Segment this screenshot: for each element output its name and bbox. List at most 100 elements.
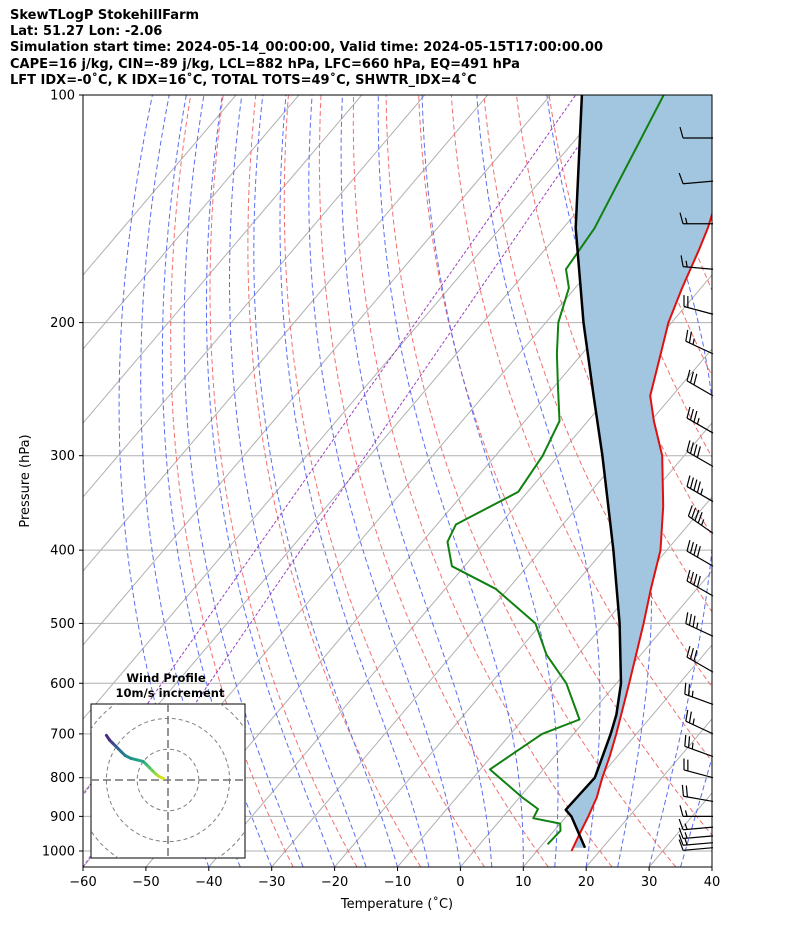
x-tick-label: −60: [69, 875, 96, 890]
y-tick-label: 400: [50, 544, 75, 559]
hodograph-inset: Wind Profile 10m/s increment: [90, 671, 246, 859]
x-axis-label: Temperature (˚C): [340, 896, 453, 912]
x-tick-label: −10: [384, 875, 411, 890]
y-tick-label: 100: [50, 89, 75, 104]
isotherm-line: [83, 95, 614, 720]
isotherm-line: [83, 95, 551, 646]
cape-line: CAPE=16 j/kg, CIN=-89 j/kg, LCL=882 hPa,…: [10, 56, 520, 72]
y-tick-label: 300: [50, 449, 75, 464]
wind-barb: [685, 709, 714, 735]
wind-barb: [686, 440, 714, 467]
isotherm-line: [585, 718, 712, 867]
location-line: Lat: 51.27 Lon: -2.06: [10, 24, 163, 40]
moist-adiabat: [638, 95, 712, 867]
chart-header: SkewTLogP StokehillFarm Lat: 51.27 Lon: …: [10, 8, 790, 89]
dry-adiabat: [318, 95, 549, 867]
wind-barb: [684, 734, 714, 758]
cape-cin-fill: [565, 95, 712, 848]
dry-adiabat: [283, 95, 485, 867]
y-tick-label: 800: [50, 771, 75, 786]
wind-barb: [679, 805, 713, 817]
dry-adiabat: [418, 95, 712, 836]
moist-adiabat: [308, 95, 461, 867]
x-tick-label: 20: [578, 875, 595, 890]
moist-adiabat: [205, 95, 336, 867]
y-tick-label: 500: [50, 617, 75, 632]
dewpoint-line: [446, 95, 665, 845]
dry-adiabat: [352, 95, 613, 867]
y-tick-label: 200: [50, 316, 75, 331]
y-tick-label: 1000: [42, 844, 75, 859]
isotherm-line: [83, 95, 363, 424]
dry-adiabat: [483, 95, 712, 688]
wind-barb: [683, 758, 714, 779]
hodograph-segment: [104, 733, 111, 742]
wind-barb: [678, 172, 714, 185]
wind-barb: [678, 827, 714, 840]
isotherm-line: [83, 95, 488, 572]
plot-area: [83, 95, 794, 867]
wind-barb: [686, 645, 714, 673]
wind-barbs: [678, 126, 714, 851]
wind-barb: [686, 539, 714, 567]
x-tick-label: 10: [515, 875, 532, 890]
wind-barb: [678, 818, 714, 831]
moist-adiabat: [421, 95, 559, 867]
dry-adiabat: [385, 95, 677, 867]
wind-barb: [686, 475, 714, 503]
wind-barb: [683, 295, 714, 315]
chart-title: SkewTLogP StokehillFarm: [10, 8, 200, 23]
moist-adiabat: [279, 95, 430, 867]
x-tick-label: −50: [132, 875, 159, 890]
axis-ticks: −60 −50 −40 −30 −20 −10 0 10 20 30 40 1000 900 800 700…: [42, 89, 720, 891]
wind-barb: [685, 612, 714, 637]
isotherm-line: [397, 496, 712, 867]
moist-adiabat: [183, 95, 304, 867]
dry-adiabat: [581, 95, 712, 458]
y-axis-label: Pressure (hPa): [18, 434, 33, 527]
isotherm-line: [334, 422, 712, 867]
index-line: LFT IDX=-0˚C, K IDX=16˚C, TOTAL TOTS=49˚…: [10, 72, 477, 88]
wind-barb: [687, 505, 714, 534]
isotherm-line: [711, 866, 712, 867]
wind-barb: [685, 329, 714, 355]
x-tick-label: 0: [456, 875, 464, 890]
wind-barb: [680, 255, 714, 270]
y-tick-label: 700: [50, 727, 75, 742]
moist-adiabat: [253, 95, 398, 867]
moist-adiabat: [377, 95, 524, 867]
wind-barb: [684, 682, 714, 706]
isotherm-line: [83, 95, 426, 498]
isotherm-line: [271, 348, 712, 867]
hodograph-subtitle: 10m/s increment: [116, 686, 225, 700]
parcel-path-line: [564, 95, 623, 849]
dry-adiabat: [777, 95, 794, 867]
wind-barb: [679, 126, 713, 139]
cape-area: [565, 95, 712, 848]
x-tick-label: 30: [641, 875, 658, 890]
isotherm-line: [83, 95, 237, 276]
isotherm-line: [522, 644, 712, 867]
x-tick-label: −40: [195, 875, 222, 890]
moist-adiabat: [229, 95, 367, 867]
wind-barb: [678, 839, 714, 851]
wind-barb: [679, 212, 713, 225]
y-tick-label: 900: [50, 810, 75, 825]
moist-adiabat: [711, 865, 712, 867]
wind-barb: [686, 569, 714, 597]
wind-barb: [686, 369, 714, 397]
isotherm-line: [83, 95, 300, 350]
y-tick-label: 600: [50, 677, 75, 692]
dry-adiabat: [745, 95, 794, 867]
moist-adiabat: [744, 95, 794, 867]
x-tick-label: −20: [321, 875, 348, 890]
x-tick-label: −30: [258, 875, 285, 890]
dry-adiabat: [450, 95, 712, 762]
dry-adiabat: [209, 95, 358, 867]
isotherm-line: [460, 570, 712, 867]
wind-barb: [678, 834, 714, 846]
time-line: Simulation start time: 2024-05-14_00:00:…: [10, 40, 603, 56]
temperature-line: [570, 211, 712, 852]
moist-adiabats: [118, 95, 794, 867]
